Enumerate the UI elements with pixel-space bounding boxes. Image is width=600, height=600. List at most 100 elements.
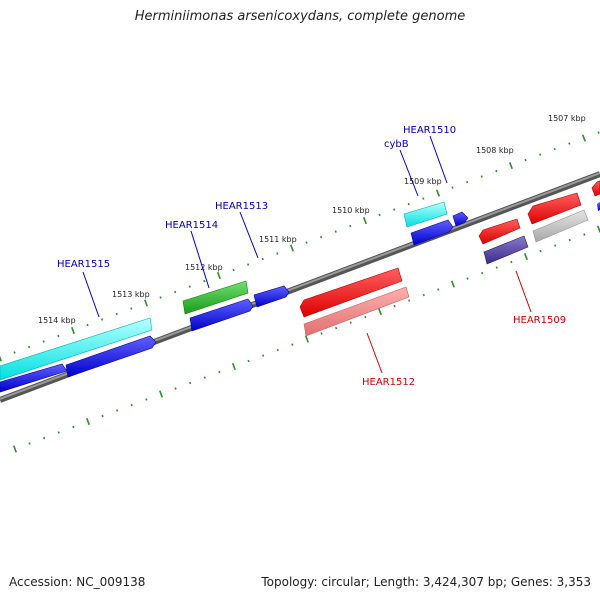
upper-major-tick bbox=[71, 326, 75, 335]
upper-major-tick bbox=[581, 134, 586, 142]
lower-major-tick bbox=[86, 417, 90, 426]
lower-minor-tick bbox=[495, 266, 498, 269]
gene-red-edge[interactable] bbox=[591, 180, 600, 197]
upper-minor-tick bbox=[188, 285, 191, 288]
lower-minor-tick bbox=[28, 442, 31, 445]
upper-minor-tick bbox=[276, 252, 279, 255]
kbp-label-1508: 1508 kbp bbox=[476, 146, 514, 155]
kbp-label-1513: 1513 kbp bbox=[112, 290, 150, 299]
lower-major-tick bbox=[450, 280, 455, 288]
lower-minor-tick bbox=[335, 326, 338, 330]
lower-minor-tick bbox=[568, 238, 571, 242]
lower-minor-tick bbox=[247, 359, 250, 363]
upper-minor-tick bbox=[495, 169, 498, 173]
upper-minor-tick bbox=[480, 175, 483, 178]
gene-label-hear1515[interactable]: HEAR1515 bbox=[57, 259, 110, 270]
kbp-label-1512: 1512 kbp bbox=[185, 263, 223, 272]
upper-minor-tick bbox=[349, 224, 352, 228]
upper-minor-tick bbox=[159, 296, 162, 299]
gene-label-hear1510[interactable]: HEAR1510 bbox=[403, 125, 456, 136]
gene-blue-arrow-1515b[interactable] bbox=[65, 335, 157, 378]
kbp-label-1514: 1514 kbp bbox=[38, 316, 76, 325]
upper-minor-tick bbox=[101, 318, 104, 321]
leader-hear1513 bbox=[239, 211, 259, 259]
upper-minor-tick bbox=[305, 241, 308, 244]
gene-gray-right[interactable] bbox=[532, 209, 589, 243]
lower-minor-tick bbox=[116, 409, 119, 412]
lower-minor-tick bbox=[349, 321, 352, 324]
gene-hear1515[interactable] bbox=[0, 317, 153, 381]
upper-major-tick bbox=[508, 162, 513, 170]
gene-red-right[interactable] bbox=[527, 192, 582, 225]
gene-hear1513[interactable] bbox=[253, 285, 290, 308]
kbp-label-1509: 1509 kbp bbox=[404, 177, 442, 186]
gene-label-hear1512[interactable]: HEAR1512 bbox=[362, 377, 415, 388]
gene-hear1509[interactable] bbox=[478, 218, 521, 245]
gene-hear1510[interactable] bbox=[452, 211, 469, 227]
upper-major-tick bbox=[362, 217, 367, 225]
lower-minor-tick bbox=[145, 398, 148, 401]
lower-minor-tick bbox=[43, 436, 46, 440]
kbp-label-1510: 1510 kbp bbox=[332, 206, 370, 215]
upper-minor-tick bbox=[42, 340, 45, 343]
upper-minor-tick bbox=[568, 142, 571, 145]
upper-minor-tick bbox=[320, 235, 323, 239]
leader-hear1512 bbox=[366, 332, 383, 374]
gene-label-hear1514[interactable]: HEAR1514 bbox=[165, 220, 218, 231]
upper-minor-tick bbox=[57, 334, 60, 338]
upper-minor-tick bbox=[597, 131, 600, 134]
lower-minor-tick bbox=[393, 304, 396, 308]
upper-minor-tick bbox=[13, 351, 16, 354]
leader-hear1509 bbox=[515, 270, 532, 313]
upper-minor-tick bbox=[247, 263, 250, 266]
upper-minor-tick bbox=[393, 208, 396, 211]
gene-label-cybB[interactable]: cybB bbox=[384, 139, 409, 150]
upper-minor-tick bbox=[539, 153, 542, 156]
gene-label-hear1513[interactable]: HEAR1513 bbox=[215, 201, 268, 212]
upper-minor-tick bbox=[115, 312, 118, 316]
lower-minor-tick bbox=[422, 293, 425, 297]
leader-hear1514 bbox=[190, 230, 210, 289]
lower-minor-tick bbox=[539, 249, 542, 253]
upper-major-tick bbox=[289, 244, 294, 252]
upper-minor-tick bbox=[451, 186, 454, 189]
leader-hear1515 bbox=[82, 271, 100, 318]
genome-summary: Topology: circular; Length: 3,424,307 bp… bbox=[261, 575, 591, 589]
lower-minor-tick bbox=[203, 376, 206, 379]
leader-cybB bbox=[399, 149, 419, 197]
gene-blue-arrow-cybB[interactable] bbox=[410, 219, 454, 246]
gene-label-hear1509[interactable]: HEAR1509 bbox=[513, 315, 566, 326]
lower-major-tick bbox=[231, 362, 236, 371]
lower-major-tick bbox=[523, 253, 528, 261]
gene-hear1512-shadow[interactable] bbox=[303, 286, 410, 337]
lower-minor-tick bbox=[320, 332, 323, 335]
upper-minor-tick bbox=[130, 307, 133, 310]
lower-minor-tick bbox=[101, 414, 104, 418]
gene-cybB[interactable] bbox=[403, 201, 448, 228]
upper-minor-tick bbox=[28, 345, 31, 349]
lower-minor-tick bbox=[189, 381, 192, 385]
lower-minor-tick bbox=[130, 403, 133, 407]
lower-major-tick bbox=[13, 445, 17, 453]
upper-minor-tick bbox=[407, 202, 410, 206]
lower-minor-tick bbox=[72, 425, 75, 429]
lower-minor-tick bbox=[276, 348, 279, 352]
upper-minor-tick bbox=[86, 323, 89, 327]
upper-major-tick bbox=[0, 355, 2, 362]
upper-major-tick bbox=[144, 299, 148, 307]
leader-hear1510 bbox=[429, 135, 448, 184]
gene-hear1509-shadow[interactable] bbox=[483, 235, 529, 265]
page-title: Herminiimonas arsenicoxydans, complete g… bbox=[134, 9, 466, 24]
gene-hear1514[interactable] bbox=[182, 280, 249, 315]
lower-minor-tick bbox=[510, 260, 513, 264]
lower-major-tick bbox=[377, 308, 382, 316]
gene-hear1512[interactable] bbox=[299, 267, 403, 318]
gene-blue-arrow-1514[interactable] bbox=[189, 298, 254, 332]
lower-minor-tick bbox=[262, 354, 265, 357]
upper-minor-tick bbox=[422, 197, 425, 200]
lower-major-tick bbox=[304, 335, 309, 343]
gene-blue-edge[interactable] bbox=[597, 202, 600, 211]
upper-minor-tick bbox=[174, 290, 177, 294]
lower-minor-tick bbox=[554, 244, 557, 247]
